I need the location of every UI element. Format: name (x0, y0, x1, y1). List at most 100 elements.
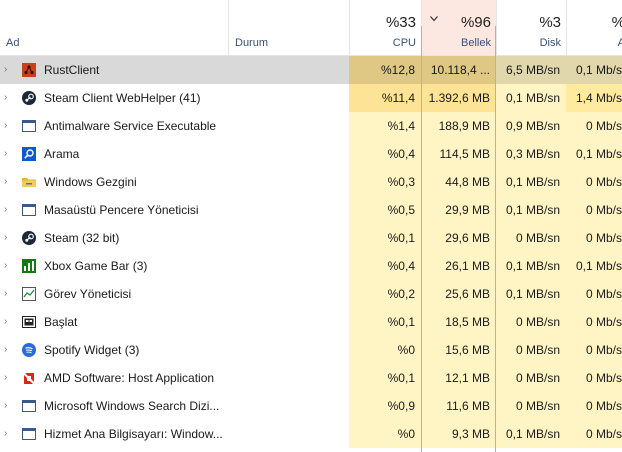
column-header-status-label: Durum (235, 37, 269, 49)
process-network: 0 Mb/s (566, 168, 622, 196)
disk-total-percent: %3 (539, 14, 561, 31)
chevron-right-icon[interactable]: › (4, 344, 8, 355)
chevron-right-icon[interactable]: › (4, 400, 8, 411)
process-memory: 1.392,6 MB (421, 84, 496, 112)
process-row[interactable]: › Hizmet Ana Bilgisayarı: Window... %0 9,3 … (0, 420, 622, 448)
process-disk: 0,1 MB/sn (496, 84, 566, 112)
window-icon (22, 399, 36, 413)
process-row[interactable]: › Steam Client WebHelper (41) %11,4 1.392,6… (0, 84, 622, 112)
process-name: Spotify Widget (3) (44, 343, 140, 357)
chevron-right-icon[interactable]: › (4, 232, 8, 243)
column-header-memory-label: Bellek (461, 37, 491, 49)
process-name: Windows Gezgini (44, 175, 137, 189)
sorted-column-left-border (421, 26, 422, 452)
memory-total-percent: %96 (460, 14, 491, 31)
chevron-right-icon[interactable]: › (4, 64, 8, 75)
column-header-status[interactable]: Durum (228, 0, 350, 55)
process-memory: 26,1 MB (421, 252, 496, 280)
process-row[interactable]: › Arama %0,4 114,5 MB 0,3 MB/sn 0,1 Mb/s (0, 140, 622, 168)
process-disk: 0,1 MB/sn (496, 420, 566, 448)
process-disk: 0 MB/sn (496, 364, 566, 392)
network-total-percent: % (612, 14, 622, 31)
process-disk: 0,1 MB/sn (496, 280, 566, 308)
process-network: 0 Mb/s (566, 392, 622, 420)
chevron-right-icon[interactable]: › (4, 260, 8, 271)
process-row[interactable]: › Xbox Game Bar (3) %0,4 26,1 MB 0,1 MB/sn 0,… (0, 252, 622, 280)
process-memory: 11,6 MB (421, 392, 496, 420)
process-disk: 0,3 MB/sn (496, 140, 566, 168)
xbox-game-bar-icon (22, 259, 36, 273)
column-header-cpu-label: CPU (392, 37, 416, 49)
process-network: 0 Mb/s (566, 336, 622, 364)
chevron-right-icon[interactable]: › (4, 288, 8, 299)
process-cpu: %0,3 (349, 168, 421, 196)
process-cpu: %11,4 (349, 84, 421, 112)
process-cpu: %0,1 (349, 308, 421, 336)
process-network: 1,4 Mb/s (566, 84, 622, 112)
process-network: 0,1 Mb/s (566, 56, 622, 84)
spotify-icon (22, 343, 36, 357)
chevron-right-icon[interactable]: › (4, 92, 8, 103)
process-row[interactable]: › RustClient %12,8 10.118,4 ... 6,5 MB/sn 0,1… (0, 56, 622, 84)
process-row[interactable]: › AMD Software: Host Application %0,1 12,1 … (0, 364, 622, 392)
sorted-column-right-border (495, 26, 496, 452)
process-network: 0,1 Mb/s (566, 252, 622, 280)
process-row[interactable]: › Masaüstü Pencere Yöneticisi %0,5 29,9 MB 0… (0, 196, 622, 224)
process-row[interactable]: › Antimalware Service Executable %1,4 188,9… (0, 112, 622, 140)
process-cpu: %0,1 (349, 364, 421, 392)
process-cpu: %0,5 (349, 196, 421, 224)
window-icon (22, 119, 36, 133)
process-disk: 0 MB/sn (496, 392, 566, 420)
start-icon (22, 315, 36, 329)
process-name: Görev Yöneticisi (44, 287, 132, 301)
chevron-right-icon[interactable]: › (4, 120, 8, 131)
steam-icon (22, 91, 36, 105)
process-memory: 9,3 MB (421, 420, 496, 448)
process-name: Arama (44, 147, 80, 161)
process-cpu: %0,9 (349, 392, 421, 420)
process-row[interactable]: › Microsoft Windows Search Dizi... %0,9 11,… (0, 392, 622, 420)
chevron-right-icon[interactable]: › (4, 148, 8, 159)
process-disk: 6,5 MB/sn (496, 56, 566, 84)
process-memory: 10.118,4 ... (421, 56, 496, 84)
process-row[interactable]: › Görev Yöneticisi %0,2 25,6 MB 0,1 MB/sn 0 M… (0, 280, 622, 308)
column-header-disk[interactable]: %3 Disk (496, 0, 567, 55)
chevron-right-icon[interactable]: › (4, 428, 8, 439)
column-header-name[interactable]: Ad (0, 0, 228, 55)
process-row[interactable]: › Başlat %0,1 18,5 MB 0 MB/sn 0 Mb/s (0, 308, 622, 336)
process-memory: 18,5 MB (421, 308, 496, 336)
process-disk: 0 MB/sn (496, 224, 566, 252)
column-header-memory[interactable]: %96 Bellek (421, 0, 497, 55)
chevron-right-icon[interactable]: › (4, 204, 8, 215)
column-header-cpu[interactable]: %33 CPU (349, 0, 422, 55)
column-header-network-label: A (618, 37, 622, 49)
window-icon (22, 203, 36, 217)
process-network: 0 Mb/s (566, 420, 622, 448)
process-memory: 15,6 MB (421, 336, 496, 364)
process-name: AMD Software: Host Application (44, 371, 215, 385)
chevron-right-icon[interactable]: › (4, 316, 8, 327)
process-name: Xbox Game Bar (3) (44, 259, 148, 273)
window-icon (22, 427, 36, 441)
process-name: Steam Client WebHelper (41) (44, 91, 201, 105)
process-row[interactable]: › Windows Gezgini %0,3 44,8 MB 0,1 MB/sn 0 Mb… (0, 168, 622, 196)
cpu-total-percent: %33 (385, 14, 416, 31)
process-network: 0 Mb/s (566, 196, 622, 224)
chevron-right-icon[interactable]: › (4, 372, 8, 383)
folder-icon (22, 175, 36, 189)
column-header-network[interactable]: % A (566, 0, 622, 55)
process-memory: 188,9 MB (421, 112, 496, 140)
process-cpu: %0 (349, 420, 421, 448)
process-name: Antimalware Service Executable (44, 119, 217, 133)
process-network: 0,1 Mb/s (566, 140, 622, 168)
chevron-right-icon[interactable]: › (4, 176, 8, 187)
process-name: Hizmet Ana Bilgisayarı: Window... (44, 427, 223, 441)
process-cpu: %1,4 (349, 112, 421, 140)
process-row[interactable]: › Steam (32 bit) %0,1 29,6 MB 0 MB/sn 0 Mb/s (0, 224, 622, 252)
process-name: RustClient (44, 63, 100, 77)
process-network: 0 Mb/s (566, 224, 622, 252)
process-cpu: %0,4 (349, 252, 421, 280)
column-header-name-label: Ad (6, 37, 20, 49)
process-row[interactable]: › Spotify Widget (3) %0 15,6 MB 0 MB/sn 0 Mb/… (0, 336, 622, 364)
process-disk: 0,1 MB/sn (496, 196, 566, 224)
